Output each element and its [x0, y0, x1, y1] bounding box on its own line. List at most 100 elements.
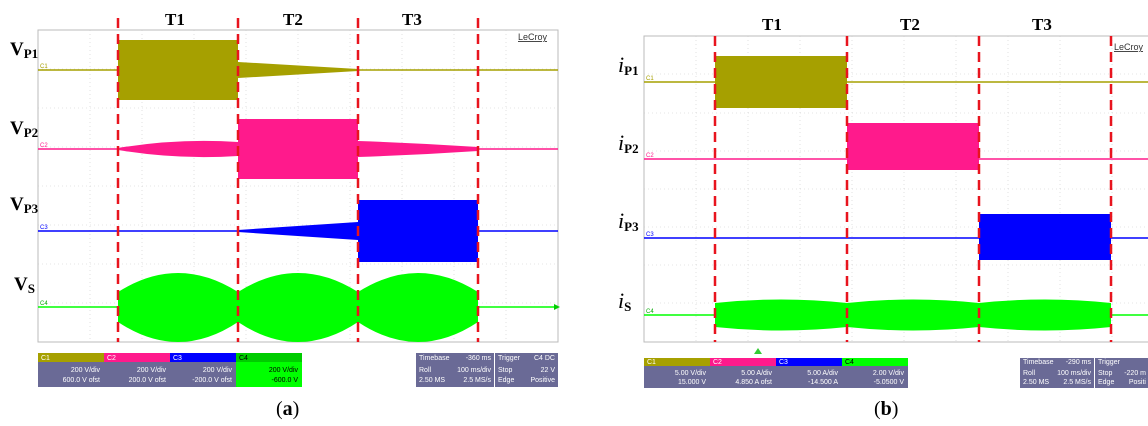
trace-vp3 [38, 200, 558, 262]
svg-text:2.5 MS/s: 2.5 MS/s [1063, 379, 1091, 386]
svg-text:C2: C2 [713, 359, 722, 366]
svg-text:22 V: 22 V [541, 367, 556, 374]
svg-text:Timebase: Timebase [419, 355, 450, 362]
svg-text:100 ms/div: 100 ms/div [1057, 370, 1091, 377]
trace-label-vs: VS [14, 274, 35, 296]
svg-text:2.5 MS/s: 2.5 MS/s [463, 377, 491, 384]
svg-text:C3: C3 [173, 355, 182, 362]
svg-text:Positive: Positive [530, 377, 555, 384]
channel-box-c2: C2 5.00 A/div 4.850 A ofst [710, 358, 776, 388]
svg-text:-290 ms: -290 ms [1066, 359, 1092, 366]
svg-text:2.50 MS: 2.50 MS [1023, 379, 1049, 386]
svg-text:C4 DC: C4 DC [534, 355, 555, 362]
svg-text:4.850 A ofst: 4.850 A ofst [735, 379, 772, 386]
trace-label-is: iS [618, 288, 631, 314]
svg-text:Stop: Stop [1098, 370, 1113, 377]
svg-text:200 V/div: 200 V/div [203, 367, 233, 374]
svg-text:2.50 MS: 2.50 MS [419, 377, 445, 384]
svg-text:Edge: Edge [498, 377, 514, 384]
svg-text:-600.0 V: -600.0 V [272, 377, 299, 384]
oscilloscope-b: LeCroy C1 C2 C3 C4 T1 T2 T3 iP1 iP2 iP3 … [618, 15, 1148, 388]
phase-boundaries [116, 18, 480, 342]
brand-label: LeCroy [1114, 42, 1144, 52]
trace-ip2 [644, 123, 1148, 170]
svg-text:200.0 V ofst: 200.0 V ofst [129, 377, 166, 384]
svg-text:Edge: Edge [1098, 379, 1114, 386]
svg-text:Trigger: Trigger [1098, 359, 1121, 366]
svg-text:Positi: Positi [1129, 379, 1147, 386]
svg-text:Roll: Roll [419, 367, 432, 374]
caption-a: (a) [276, 398, 300, 420]
svg-text:-14.500 A: -14.500 A [808, 379, 838, 386]
phase-label-t2: T2 [283, 10, 303, 29]
channel-box-c4: C4 2.00 V/div -5.0500 V [842, 358, 908, 388]
svg-text:C1: C1 [41, 355, 50, 362]
svg-text:2.00 V/div: 2.00 V/div [873, 370, 905, 377]
phase-label-t1: T1 [762, 15, 782, 34]
svg-text:5.00 A/div: 5.00 A/div [807, 370, 838, 377]
trigger-box: Trigger C4 DC Stop 22 V Edge Positive [495, 353, 558, 387]
timebase-box: Timebase -290 ms Roll 100 ms/div 2.50 MS… [1020, 358, 1094, 388]
svg-text:C2: C2 [107, 355, 116, 362]
channel-box-c3: C3 200 V/div -200.0 V ofst [170, 353, 236, 387]
tag-c4: C4 [40, 301, 48, 307]
trace-vp1 [38, 40, 558, 100]
svg-text:5.00 V/div: 5.00 V/div [675, 370, 707, 377]
tag-c2: C2 [40, 143, 48, 149]
svg-text:C3: C3 [779, 359, 788, 366]
channel-box-c1: C1 200 V/div 600.0 V ofst [38, 353, 104, 387]
trace-vp2 [38, 119, 558, 179]
svg-text:Trigger: Trigger [498, 355, 521, 362]
tag-c3: C3 [646, 232, 654, 238]
trace-label-ip1: iP1 [618, 52, 639, 78]
svg-text:-200.0 V ofst: -200.0 V ofst [192, 377, 232, 384]
phase-label-t1: T1 [165, 10, 185, 29]
phase-label-t3: T3 [1032, 15, 1052, 34]
phase-label-t2: T2 [900, 15, 920, 34]
svg-text:-360 ms: -360 ms [466, 355, 492, 362]
trace-label-vp1: VP1 [10, 39, 38, 61]
svg-text:Timebase: Timebase [1023, 359, 1054, 366]
trigger-marker-icon [754, 348, 762, 354]
svg-text:C4: C4 [845, 359, 854, 366]
trace-ip1 [644, 56, 1148, 108]
trace-label-vp3: VP3 [10, 194, 39, 216]
svg-text:100 ms/div: 100 ms/div [457, 367, 491, 374]
panel-b: LeCroy C1 C2 C3 C4 T1 T2 T3 iP1 iP2 iP3 … [574, 0, 1148, 426]
panel-a: LeCroy C1 C2 C3 C4 T1 T2 T3 VP1 VP2 [10, 10, 560, 420]
trace-label-ip3: iP3 [618, 208, 639, 234]
svg-text:5.00 A/div: 5.00 A/div [741, 370, 772, 377]
svg-text:C4: C4 [239, 355, 248, 362]
phase-boundaries [713, 36, 1113, 342]
phase-label-t3: T3 [402, 10, 422, 29]
trace-ip3 [644, 214, 1148, 260]
svg-text:-5.0500 V: -5.0500 V [874, 379, 905, 386]
trigger-box: Trigger Stop -220 m Edge Positi [1095, 358, 1148, 388]
trace-is [644, 299, 1148, 331]
brand-label: LeCroy [518, 32, 548, 42]
trace-label-vp2: VP2 [10, 118, 38, 140]
svg-text:600.0 V ofst: 600.0 V ofst [63, 377, 100, 384]
trace-label-ip2: iP2 [618, 130, 639, 156]
trace-vs [38, 273, 560, 342]
svg-text:Roll: Roll [1023, 370, 1036, 377]
channel-box-c4: C4 200 V/div -600.0 V [236, 353, 302, 387]
timebase-box: Timebase -360 ms Roll 100 ms/div 2.50 MS… [416, 353, 494, 387]
caption-b: (b) [874, 398, 899, 420]
channel-box-c1: C1 5.00 V/div 15.000 V [644, 358, 710, 388]
tag-c2: C2 [646, 153, 654, 159]
svg-text:200 V/div: 200 V/div [269, 367, 299, 374]
svg-text:Stop: Stop [498, 367, 513, 374]
tag-c1: C1 [646, 76, 654, 82]
channel-box-c2: C2 200 V/div 200.0 V ofst [104, 353, 170, 387]
channel-box-c3: C3 5.00 A/div -14.500 A [776, 358, 842, 388]
svg-text:15.000 V: 15.000 V [678, 379, 706, 386]
tag-c3: C3 [40, 225, 48, 231]
svg-text:C1: C1 [647, 359, 656, 366]
svg-text:200 V/div: 200 V/div [71, 367, 101, 374]
tag-c4: C4 [646, 309, 654, 315]
tag-c1: C1 [40, 64, 48, 70]
svg-text:200 V/div: 200 V/div [137, 367, 167, 374]
svg-text:-220 m: -220 m [1124, 370, 1146, 377]
oscilloscope-a: LeCroy C1 C2 C3 C4 T1 T2 T3 VP1 VP2 [10, 10, 560, 388]
